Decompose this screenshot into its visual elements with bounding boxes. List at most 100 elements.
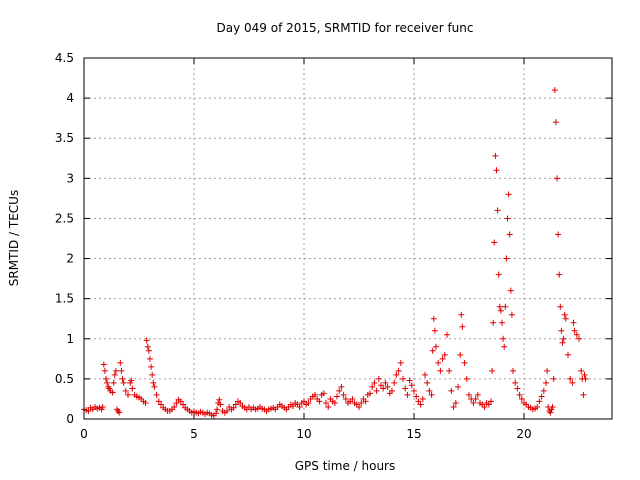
data-point	[569, 379, 576, 386]
data-point	[540, 387, 547, 394]
data-point	[375, 375, 382, 382]
data-point	[552, 119, 559, 126]
data-point	[550, 375, 557, 382]
data-point	[336, 387, 343, 394]
data-point	[116, 409, 123, 416]
data-point	[150, 379, 157, 386]
data-point	[110, 379, 117, 386]
data-point	[173, 399, 180, 406]
y-axis-label: SRMTID / TECUs	[7, 190, 21, 286]
data-point	[549, 403, 556, 410]
data-point	[340, 391, 347, 398]
data-point	[492, 152, 499, 159]
y-tick-label: 1	[66, 332, 74, 346]
data-point	[481, 403, 488, 410]
data-point	[177, 398, 184, 405]
data-point	[120, 379, 127, 386]
data-point	[153, 391, 160, 398]
data-point	[437, 367, 444, 374]
data-point	[422, 371, 428, 378]
data-point	[237, 399, 244, 406]
data-point	[556, 271, 563, 278]
data-point	[562, 315, 569, 322]
data-point	[358, 399, 365, 406]
data-point	[216, 396, 223, 403]
data-point	[558, 327, 565, 334]
data-point	[111, 371, 118, 378]
data-point	[122, 387, 129, 394]
data-point	[158, 401, 164, 408]
data-point	[142, 399, 149, 406]
data-point	[147, 355, 153, 362]
data-point	[489, 367, 496, 374]
data-point	[312, 391, 318, 398]
data-point	[371, 379, 378, 386]
data-point	[554, 175, 560, 182]
data-point	[494, 207, 501, 214]
data-point	[543, 379, 549, 386]
data-point	[485, 401, 492, 408]
data-point	[490, 319, 497, 326]
data-point	[501, 343, 508, 350]
data-point	[151, 383, 158, 390]
data-point	[470, 399, 477, 406]
data-point	[466, 391, 472, 398]
y-tick-label: 3.5	[55, 131, 74, 145]
data-point	[555, 231, 562, 238]
y-tick-label: 4	[66, 91, 74, 105]
data-point	[573, 331, 580, 338]
data-point	[145, 347, 152, 354]
data-point	[129, 385, 136, 392]
data-point	[213, 410, 219, 417]
data-point	[103, 375, 109, 382]
data-point	[362, 398, 369, 405]
x-tick-label: 0	[80, 427, 88, 441]
y-tick-label: 3	[66, 171, 74, 185]
data-point	[446, 367, 453, 374]
data-point	[290, 403, 296, 410]
data-point	[560, 335, 567, 342]
y-tick-label: 1.5	[55, 292, 74, 306]
data-point	[395, 367, 402, 374]
data-point	[112, 367, 119, 374]
data-point	[356, 403, 362, 410]
y-tick-labels: 0 0.5 1 1.5 2 2.5 3 3.5 4 4.5	[55, 51, 74, 426]
data-point	[384, 383, 391, 390]
data-point	[400, 375, 406, 382]
data-point	[516, 391, 523, 398]
y-tick-label: 0.5	[55, 372, 74, 386]
x-tick-labels: 0 5 10 15 20	[80, 427, 531, 441]
data-point	[316, 398, 323, 405]
data-point	[499, 319, 505, 326]
data-point	[559, 339, 566, 346]
data-point	[502, 303, 509, 310]
data-point	[85, 407, 92, 414]
data-point	[415, 398, 422, 405]
data-point	[581, 371, 588, 378]
y-tick-label: 2.5	[55, 211, 74, 225]
data-point	[342, 395, 349, 402]
data-point	[551, 87, 558, 94]
y-tick-label: 4.5	[55, 51, 74, 65]
data-point	[433, 343, 439, 350]
data-point	[576, 335, 582, 342]
data-point	[323, 399, 329, 406]
data-point	[514, 385, 521, 392]
data-point	[230, 404, 237, 411]
data-point	[104, 379, 111, 386]
data-point	[411, 387, 417, 394]
y-tick-label: 2	[66, 252, 74, 266]
data-point	[424, 379, 431, 386]
data-point	[547, 409, 554, 416]
data-point	[435, 359, 442, 366]
data-point	[380, 385, 387, 392]
data-point	[430, 315, 437, 322]
x-axis-label: GPS time / hours	[295, 459, 396, 473]
data-point	[582, 375, 589, 382]
data-point	[444, 331, 450, 338]
data-point	[417, 401, 424, 408]
data-point	[463, 375, 470, 382]
data-point	[534, 403, 541, 410]
data-point	[391, 379, 398, 386]
